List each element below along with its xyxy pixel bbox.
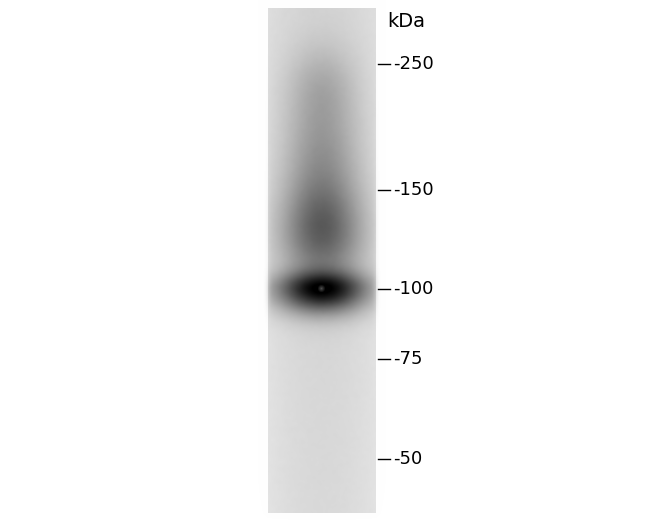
Text: -75: -75 <box>393 350 422 368</box>
Text: kDa: kDa <box>387 12 425 31</box>
Text: -250: -250 <box>393 55 434 73</box>
Text: -50: -50 <box>393 450 422 467</box>
Text: -100: -100 <box>393 280 434 298</box>
Text: -150: -150 <box>393 180 434 199</box>
